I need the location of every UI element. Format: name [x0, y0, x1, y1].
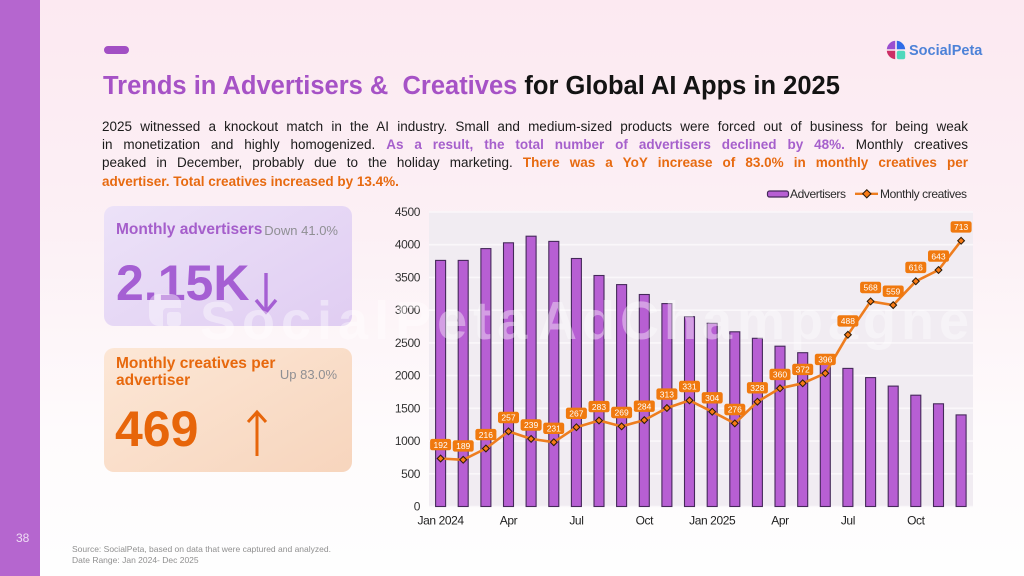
svg-text:713: 713 [954, 222, 968, 232]
svg-text:192: 192 [434, 440, 448, 450]
svg-text:257: 257 [501, 413, 515, 423]
svg-text:2000: 2000 [395, 369, 421, 383]
svg-text:283: 283 [592, 402, 606, 412]
svg-text:284: 284 [637, 401, 651, 411]
svg-text:328: 328 [750, 383, 764, 393]
svg-text:269: 269 [615, 408, 629, 418]
svg-text:3000: 3000 [395, 303, 421, 317]
svg-text:304: 304 [705, 393, 719, 403]
svg-text:276: 276 [728, 405, 742, 415]
svg-text:189: 189 [456, 441, 470, 451]
svg-text:Oct: Oct [636, 514, 655, 528]
svg-text:4500: 4500 [395, 205, 421, 219]
svg-text:568: 568 [864, 283, 878, 293]
svg-text:643: 643 [931, 251, 945, 261]
svg-text:4000: 4000 [395, 238, 421, 252]
svg-text:372: 372 [796, 365, 810, 375]
svg-text:500: 500 [401, 467, 421, 481]
svg-text:0: 0 [414, 500, 421, 514]
svg-text:3500: 3500 [395, 270, 421, 284]
svg-text:239: 239 [524, 420, 538, 430]
svg-text:559: 559 [886, 286, 900, 296]
svg-text:267: 267 [569, 409, 583, 419]
svg-text:Apr: Apr [500, 514, 518, 528]
svg-text:231: 231 [547, 424, 561, 434]
svg-text:Oct: Oct [907, 514, 926, 528]
svg-text:331: 331 [682, 382, 696, 392]
svg-text:Jul: Jul [841, 514, 855, 528]
svg-text:396: 396 [818, 355, 832, 365]
svg-text:Jul: Jul [569, 514, 583, 528]
svg-text:Apr: Apr [771, 514, 789, 528]
svg-text:2500: 2500 [395, 336, 421, 350]
svg-text:216: 216 [479, 430, 493, 440]
svg-text:616: 616 [909, 263, 923, 273]
svg-text:313: 313 [660, 389, 674, 399]
svg-text:360: 360 [773, 370, 787, 380]
svg-text:Jan 2024: Jan 2024 [418, 514, 465, 528]
svg-text:1500: 1500 [395, 401, 421, 415]
svg-text:1000: 1000 [395, 434, 421, 448]
svg-text:Advertisers: Advertisers [790, 187, 846, 201]
svg-text:Jan 2025: Jan 2025 [689, 514, 736, 528]
svg-text:Monthly creatives: Monthly creatives [880, 187, 967, 201]
svg-text:488: 488 [841, 316, 855, 326]
